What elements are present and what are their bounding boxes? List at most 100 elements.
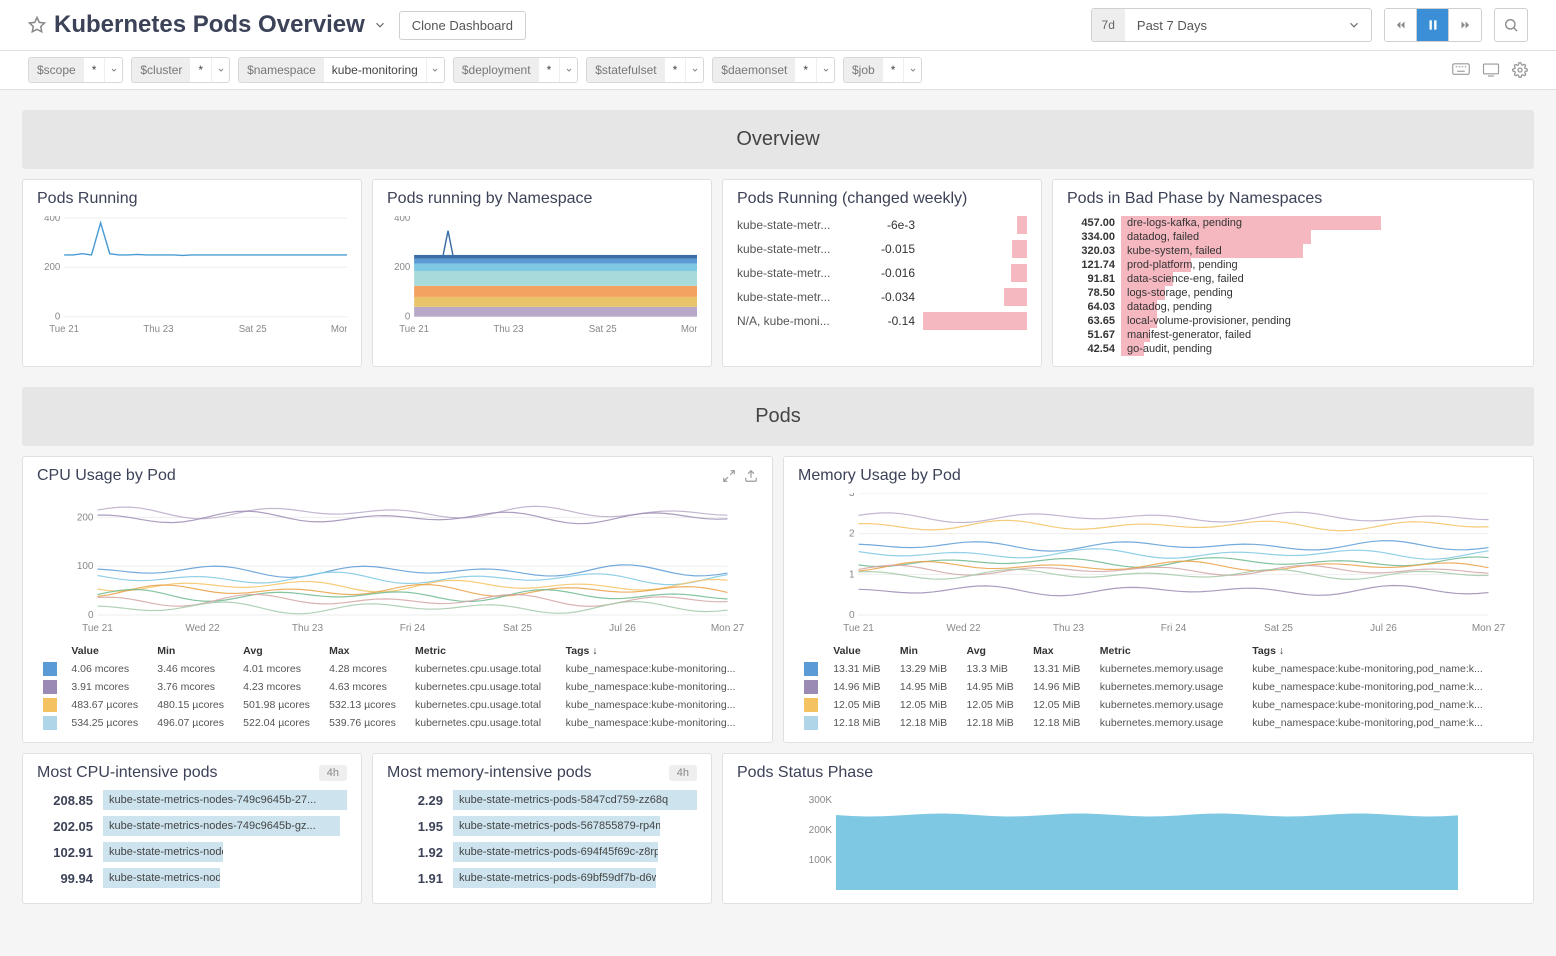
- chart-pods-by-namespace[interactable]: 0200400Tue 21Thu 23Sat 25Mon 27: [387, 216, 697, 336]
- template-variable[interactable]: $cluster*: [131, 57, 230, 83]
- legend-cell: 13.31 MiB: [1027, 660, 1094, 678]
- toplist-value: 99.94: [37, 871, 93, 886]
- legend-header: Metric: [1094, 642, 1246, 660]
- svg-text:400: 400: [44, 216, 60, 224]
- bp-value: 334.00: [1067, 231, 1115, 243]
- svg-text:Tue 21: Tue 21: [399, 324, 429, 335]
- chevron-down-icon: [104, 58, 122, 82]
- svg-text:Sat 25: Sat 25: [1264, 623, 1293, 633]
- legend-cell: kubernetes.memory.usage: [1094, 714, 1246, 732]
- legend-cell: 12.18 MiB: [827, 714, 894, 732]
- time-back-button[interactable]: [1385, 9, 1417, 41]
- panel-title: Most memory-intensive pods: [387, 764, 592, 782]
- toplist-cpu[interactable]: 208.85kube-state-metrics-nodes-749c9645b…: [37, 790, 347, 888]
- legend-row[interactable]: 483.67 µcores480.15 µcores501.98 µcores5…: [37, 696, 758, 714]
- bp-value: 457.00: [1067, 217, 1115, 229]
- var-key: $job: [844, 58, 883, 82]
- export-icon[interactable]: [744, 469, 758, 483]
- hbar-value: -0.016: [855, 266, 915, 280]
- svg-text:Mon 27: Mon 27: [331, 324, 347, 335]
- bp-value: 64.03: [1067, 301, 1115, 313]
- hbar-list[interactable]: kube-state-metr...-6e-3kube-state-metr..…: [737, 216, 1027, 330]
- expand-icon[interactable]: [722, 469, 736, 483]
- panel-title: Pods in Bad Phase by Namespaces: [1067, 190, 1519, 208]
- toplist-label: kube-state-metrics-nodes-5c688fcf74-b...: [103, 842, 223, 862]
- chevron-down-icon: [559, 58, 577, 82]
- legend-cell: kube_namespace:kube-monitoring...: [560, 714, 758, 732]
- tv-mode-icon[interactable]: [1482, 62, 1500, 78]
- legend-cell: kubernetes.cpu.usage.total: [409, 714, 560, 732]
- svg-text:300K: 300K: [809, 795, 833, 806]
- chart-status-phase[interactable]: 100K200K300K: [737, 790, 1519, 890]
- toplist-value: 102.91: [37, 845, 93, 860]
- legend-row[interactable]: 14.96 MiB14.95 MiB14.95 MiB14.96 MiBkube…: [798, 678, 1519, 696]
- template-variable[interactable]: $namespacekube-monitoring: [238, 57, 445, 83]
- chart-pods-running[interactable]: 0200400Tue 21Thu 23Sat 25Mon 27: [37, 216, 347, 336]
- bp-label: datadog, pending: [1127, 301, 1212, 313]
- var-value: *: [539, 58, 560, 82]
- time-forward-button[interactable]: [1449, 9, 1481, 41]
- legend-cell: 4.63 mcores: [323, 678, 409, 696]
- star-icon[interactable]: [28, 16, 46, 34]
- time-range-label: Past 7 Days: [1125, 18, 1347, 33]
- badphase-list[interactable]: 457.00dre-logs-kafka, pending334.00 datad…: [1067, 216, 1519, 356]
- template-variable[interactable]: $daemonset*: [712, 57, 835, 83]
- bp-value: 63.65: [1067, 315, 1115, 327]
- template-variable[interactable]: $deployment*: [453, 57, 578, 83]
- topbar: Kubernetes Pods Overview Clone Dashboard…: [0, 0, 1556, 51]
- bp-label: local-volume-provisioner, pending: [1127, 315, 1291, 327]
- legend-cell: 14.95 MiB: [894, 678, 961, 696]
- legend-swatch: [804, 662, 818, 676]
- legend-swatch: [43, 680, 57, 694]
- toplist-label: kube-state-metrics-pods-69bf59df7b-d6wt7: [453, 868, 656, 888]
- bp-value: 91.81: [1067, 273, 1115, 285]
- legend-row[interactable]: 12.18 MiB12.18 MiB12.18 MiB12.18 MiBkube…: [798, 714, 1519, 732]
- legend-row[interactable]: 3.91 mcores3.76 mcores4.23 mcores4.63 mc…: [37, 678, 758, 696]
- title-chevron-down-icon[interactable]: [373, 18, 387, 32]
- badphase-row: 320.03kube-system, failed: [1067, 244, 1519, 258]
- template-variable[interactable]: $statefulset*: [586, 57, 704, 83]
- legend-swatch: [43, 662, 57, 676]
- legend-header: Min: [151, 642, 237, 660]
- legend-swatch: [43, 698, 57, 712]
- badphase-row: 42.54go-audit, pending: [1067, 342, 1519, 356]
- panel-pods-running: Pods Running 0200400Tue 21Thu 23Sat 25Mo…: [22, 179, 362, 367]
- svg-text:400: 400: [394, 216, 410, 224]
- svg-text:Mon 27: Mon 27: [711, 623, 745, 633]
- clone-dashboard-button[interactable]: Clone Dashboard: [399, 11, 526, 40]
- legend-row[interactable]: 534.25 µcores496.07 µcores522.04 µcores5…: [37, 714, 758, 732]
- svg-text:Mon 27: Mon 27: [1472, 623, 1506, 633]
- legend-cell: kubernetes.cpu.usage.total: [409, 660, 560, 678]
- chart-cpu-usage[interactable]: 0100200Tue 21Wed 22Thu 23Fri 24Sat 25Jul…: [37, 493, 758, 633]
- legend-row[interactable]: 4.06 mcores3.46 mcores4.01 mcores4.28 mc…: [37, 660, 758, 678]
- keyboard-icon[interactable]: [1452, 62, 1470, 76]
- toplist-value: 208.85: [37, 793, 93, 808]
- chart-memory-usage[interactable]: 0123Tue 21Wed 22Thu 23Fri 24Sat 25Jul 26…: [798, 493, 1519, 633]
- badphase-row: 78.50logs-storage, pending: [1067, 286, 1519, 300]
- chevron-down-icon: [903, 58, 921, 82]
- legend-row[interactable]: 12.05 MiB12.05 MiB12.05 MiB12.05 MiBkube…: [798, 696, 1519, 714]
- pause-button[interactable]: [1417, 9, 1449, 41]
- template-variable[interactable]: $job*: [843, 57, 922, 83]
- var-value: kube-monitoring: [324, 58, 426, 82]
- legend-cell: 534.25 µcores: [65, 714, 151, 732]
- panel-title: CPU Usage by Pod: [37, 467, 176, 485]
- panel-title: Pods Running (changed weekly): [737, 190, 1027, 208]
- toplist-mem[interactable]: 2.29kube-state-metrics-pods-5847cd759-zz…: [387, 790, 697, 888]
- section-header-overview: Overview: [22, 110, 1534, 169]
- legend-cell: 14.96 MiB: [1027, 678, 1094, 696]
- badphase-row: 457.00dre-logs-kafka, pending: [1067, 216, 1519, 230]
- svg-text:Wed 22: Wed 22: [946, 623, 981, 633]
- svg-text:Tue 21: Tue 21: [82, 623, 113, 633]
- chevron-down-icon: [816, 58, 834, 82]
- search-button[interactable]: [1494, 8, 1528, 42]
- legend-header: Value: [827, 642, 894, 660]
- badphase-row: 64.03 datadog, pending: [1067, 300, 1519, 314]
- legend-row[interactable]: 13.31 MiB13.29 MiB13.3 MiB13.31 MiBkuber…: [798, 660, 1519, 678]
- template-variable[interactable]: $scope*: [28, 57, 123, 83]
- svg-text:100: 100: [77, 561, 94, 572]
- gear-icon[interactable]: [1512, 62, 1528, 78]
- time-range-picker[interactable]: 7d Past 7 Days: [1091, 8, 1372, 42]
- legend-cell: kubernetes.cpu.usage.total: [409, 678, 560, 696]
- legend-cell: 3.91 mcores: [65, 678, 151, 696]
